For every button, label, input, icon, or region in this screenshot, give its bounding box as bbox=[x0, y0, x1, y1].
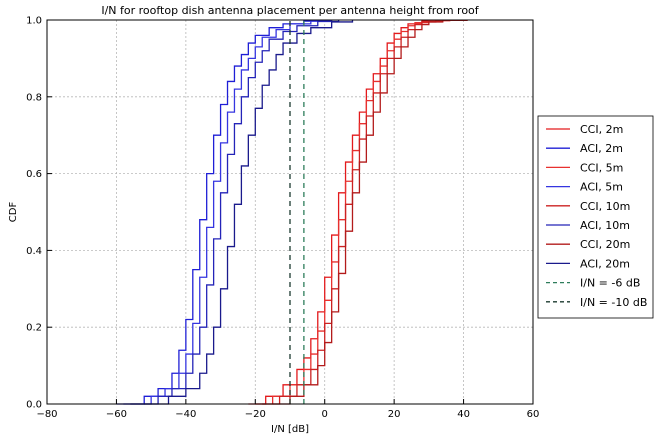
x-tick-label: −40 bbox=[175, 409, 196, 420]
chart-title: I/N for rooftop dish antenna placement p… bbox=[101, 4, 479, 17]
series-line-6 bbox=[130, 20, 340, 405]
x-tick-label: 0 bbox=[322, 409, 328, 420]
series-lines bbox=[116, 19, 468, 405]
legend-label: CCI, 5m bbox=[580, 161, 623, 174]
x-axis-label: I/N [dB] bbox=[271, 424, 309, 435]
x-tick-label: −20 bbox=[245, 409, 266, 420]
legend-label: ACI, 20m bbox=[580, 257, 630, 270]
legend-label: I/N = -10 dB bbox=[580, 296, 647, 309]
series-line-5 bbox=[262, 19, 458, 405]
legend-box bbox=[537, 115, 654, 319]
legend-label: ACI, 10m bbox=[580, 219, 630, 232]
x-tick-label: 40 bbox=[457, 409, 470, 420]
x-tick-label: −80 bbox=[36, 409, 57, 420]
axis-ticks: −80 −60 −40 −20 0 20 40 60 0.0 0.2 0.4 0.6 0.8 1.0 bbox=[26, 16, 539, 421]
series-line-8 bbox=[144, 20, 354, 405]
legend-label: CCI, 20m bbox=[580, 238, 630, 251]
y-tick-label: 0.4 bbox=[26, 246, 42, 257]
y-tick-label: 1.0 bbox=[26, 16, 42, 27]
legend-label: CCI, 10m bbox=[580, 200, 630, 213]
x-tick-label: 60 bbox=[527, 409, 540, 420]
series-line-2 bbox=[116, 20, 326, 405]
plot-frame bbox=[46, 19, 534, 405]
y-axis-label: CDF bbox=[8, 202, 19, 223]
legend-label: I/N = -6 dB bbox=[580, 277, 640, 290]
legend-label: ACI, 2m bbox=[580, 142, 623, 155]
series-line-7 bbox=[272, 19, 468, 405]
y-tick-label: 0.0 bbox=[26, 400, 42, 411]
y-tick-label: 0.2 bbox=[26, 323, 42, 334]
legend-label: CCI, 2m bbox=[580, 123, 623, 136]
legend: CCI, 2m ACI, 2m CCI, 5m ACI, 5m CCI, 10m ACI,… bbox=[537, 115, 654, 319]
y-tick-label: 0.8 bbox=[26, 92, 42, 103]
series-line-4 bbox=[123, 20, 333, 405]
x-tick-label: 20 bbox=[388, 409, 401, 420]
y-tick-label: 0.6 bbox=[26, 169, 42, 180]
x-tick-label: −60 bbox=[106, 409, 127, 420]
legend-label: ACI, 5m bbox=[580, 181, 623, 194]
